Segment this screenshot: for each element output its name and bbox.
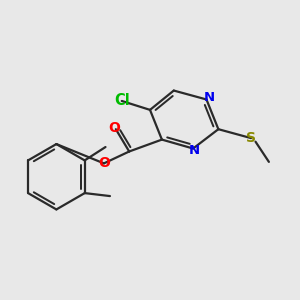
- Text: N: N: [204, 92, 215, 104]
- Text: O: O: [108, 121, 120, 135]
- Text: O: O: [98, 156, 110, 170]
- Text: N: N: [189, 144, 200, 158]
- Text: Cl: Cl: [114, 94, 130, 109]
- Text: S: S: [246, 131, 256, 145]
